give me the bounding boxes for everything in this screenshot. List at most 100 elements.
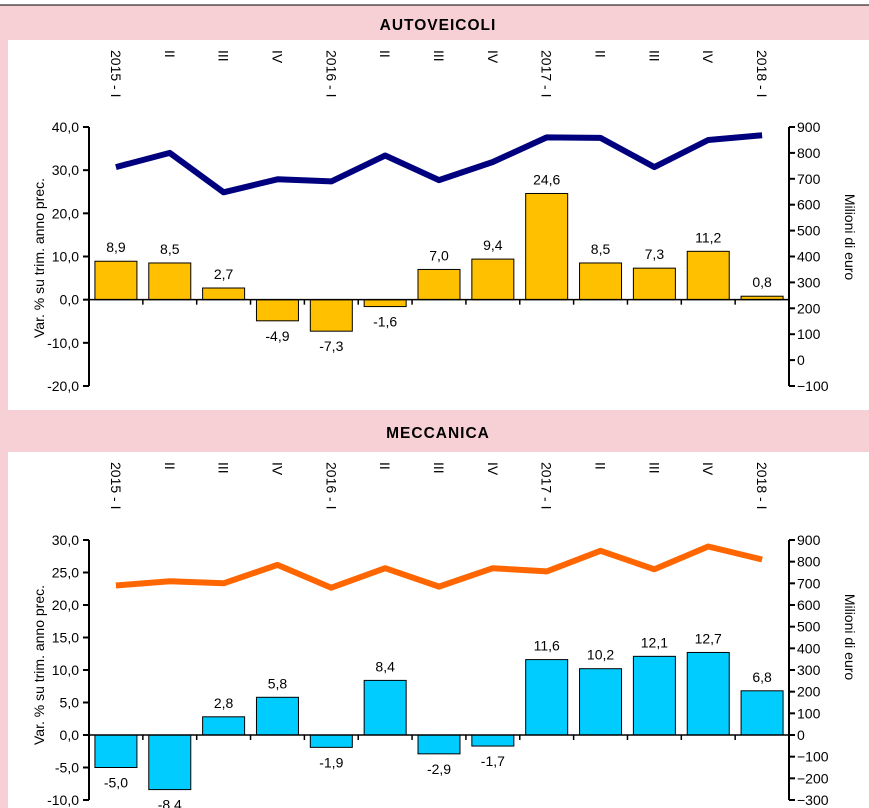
category-label: III (646, 462, 662, 474)
left-tick-label: 25,0 (52, 565, 79, 581)
bar-value-label: 2,7 (214, 266, 234, 282)
bars (94, 192, 784, 332)
axes (88, 540, 790, 800)
bar (632, 655, 676, 736)
bar-value-labels: -5,0 -8,4 2,8 5,8 -1,9 8,4 -2,9 -1,7 11,6 10,2 12,… (104, 630, 772, 808)
category-label: 2017 - I (539, 462, 555, 509)
right-tick-label: −300 (797, 792, 829, 808)
bar (525, 192, 569, 301)
right-axis-title: Milioni di euro (842, 194, 858, 281)
right-tick-label: 300 (797, 274, 821, 290)
bar-value-label: 11,2 (695, 229, 721, 245)
right-tick-label: 500 (797, 619, 821, 635)
bar (686, 651, 730, 736)
bar (740, 690, 784, 736)
title-band (0, 6, 869, 40)
right-tick-label: −100 (797, 378, 829, 394)
right-tick-label: 500 (797, 223, 821, 239)
right-tick-label: 100 (797, 705, 821, 721)
left-axis-title: Var. % su trim. anno prec. (31, 585, 47, 745)
bar-value-label: 8,5 (591, 241, 611, 257)
category-label: IV (269, 50, 285, 64)
left-axis-ticks: -20,0 -10,0 0,0 10,0 20,0 30,0 40,0 (47, 119, 89, 394)
left-tick-label: 40,0 (52, 119, 79, 135)
bar (309, 734, 353, 748)
line-series (115, 132, 763, 196)
bar-value-label: 7,3 (645, 246, 665, 262)
bar (309, 299, 353, 332)
right-tick-label: 900 (797, 119, 821, 135)
bar-value-label: 12,7 (695, 630, 722, 646)
category-labels: 2015 - I II III IV 2016 - I II III IV 2017 - I II… (108, 50, 770, 97)
bar (632, 267, 676, 301)
bar (148, 262, 192, 301)
right-tick-label: 200 (797, 300, 821, 316)
left-tick-label: 5,0 (60, 695, 80, 711)
bar (417, 268, 461, 301)
right-tick-label: 700 (797, 575, 821, 591)
category-label: IV (485, 50, 501, 64)
category-label: IV (485, 462, 501, 476)
left-tick-label: -5,0 (55, 760, 79, 776)
line-path (115, 132, 763, 196)
bar (417, 734, 461, 755)
bar (471, 734, 515, 747)
bar-value-label: -5,0 (104, 775, 128, 791)
category-label: III (431, 462, 447, 474)
left-axis-title: Var. % su trim. anno prec. (31, 178, 47, 338)
category-label: IV (269, 462, 285, 476)
right-tick-label: 0 (797, 727, 805, 743)
bar-value-label: 8,9 (106, 239, 126, 255)
right-tick-label: 800 (797, 145, 821, 161)
category-label: III (646, 50, 662, 62)
bar-value-label: -1,6 (373, 314, 397, 330)
bar-value-label: 10,2 (587, 647, 614, 663)
bar-value-label: 8,4 (375, 658, 395, 674)
left-tick-label: 10,0 (52, 662, 79, 678)
bar (148, 734, 192, 791)
category-label: 2018 - I (754, 462, 770, 509)
left-tick-label: 15,0 (52, 630, 79, 646)
category-labels: 2015 - I II III IV 2016 - I II III IV 2017 - I II… (108, 462, 770, 509)
left-tick-label: -10,0 (47, 792, 79, 808)
right-tick-label: 800 (797, 554, 821, 570)
category-label: II (162, 50, 178, 58)
category-label: 2017 - I (539, 50, 555, 97)
bar-value-label: 11,6 (534, 638, 560, 654)
bar-value-label: 7,0 (429, 247, 449, 263)
right-axis-ticks: −300 −200 −100 0 100 200 300 400 500 600 700 800 900 (789, 532, 829, 808)
bar-value-label: 5,8 (268, 675, 288, 691)
left-tick-label: 20,0 (52, 205, 79, 221)
bar-value-label: 8,5 (160, 241, 180, 257)
category-label: II (593, 50, 609, 58)
bar (94, 734, 138, 768)
category-label: III (216, 50, 232, 62)
category-label: II (162, 462, 178, 470)
left-axis-ticks: -10,0 -5,0 0,0 5,0 10,0 15,0 20,0 25,0 30,0 (47, 532, 89, 808)
right-tick-label: 900 (797, 532, 821, 548)
left-tick-label: -10,0 (47, 335, 79, 351)
right-tick-label: 400 (797, 640, 821, 656)
right-tick-label: 0 (797, 352, 805, 368)
panel-autoveicoli: AUTOVEICOLI -20,0 -10,0 0,0 10,0 20,0 30,0 40,… (0, 4, 869, 410)
category-label: III (216, 462, 232, 474)
left-tick-label: 30,0 (52, 162, 79, 178)
bar-value-label: -2,9 (427, 761, 451, 777)
title-band (0, 410, 869, 452)
left-tick-label: 10,0 (52, 249, 79, 265)
bar-value-label: -8,4 (158, 797, 182, 808)
category-label: 2015 - I (108, 462, 124, 509)
category-label: II (377, 462, 393, 470)
chart-title: AUTOVEICOLI (380, 17, 497, 34)
bar (255, 299, 299, 322)
bar-value-label: 0,8 (752, 274, 772, 290)
bar (202, 716, 246, 736)
bar (579, 262, 623, 301)
bar (686, 250, 730, 301)
bar-value-label: 9,4 (483, 237, 503, 253)
bar-value-label: 2,8 (214, 695, 234, 711)
line-series (115, 543, 763, 591)
right-tick-label: 700 (797, 171, 821, 187)
left-tick-label: 0,0 (60, 292, 80, 308)
